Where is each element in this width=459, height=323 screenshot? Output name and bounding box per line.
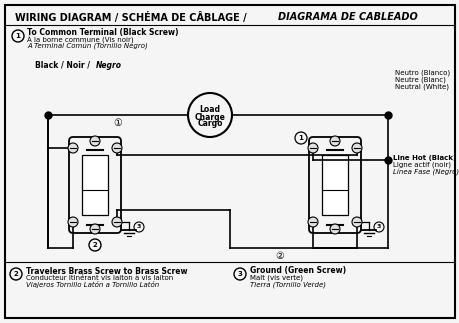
Text: 2: 2 [92,242,97,248]
FancyBboxPatch shape [321,155,347,215]
Text: 3: 3 [376,224,381,230]
Text: Neutro (Blanco): Neutro (Blanco) [394,70,449,76]
Circle shape [308,143,317,153]
Text: Black / Noir /: Black / Noir / [35,60,92,69]
Circle shape [112,143,122,153]
Circle shape [68,143,78,153]
Circle shape [351,143,361,153]
Text: To Common Terminal (Black Screw): To Common Terminal (Black Screw) [27,28,178,37]
Circle shape [68,217,78,227]
Text: WIRING DIAGRAM / SCHÉMA DE CÂBLAGE /: WIRING DIAGRAM / SCHÉMA DE CÂBLAGE / [15,12,249,23]
Text: ①: ① [113,118,122,128]
Text: Viajeros Tornillo Latón a Tornillo Latón: Viajeros Tornillo Latón a Tornillo Latón [26,282,159,288]
Circle shape [329,136,339,146]
FancyBboxPatch shape [69,137,121,233]
Circle shape [329,224,339,234]
Text: 1: 1 [298,135,303,141]
Text: Ground (Green Screw): Ground (Green Screw) [249,266,345,276]
Text: Travelers Brass Screw to Brass Screw: Travelers Brass Screw to Brass Screw [26,266,187,276]
Circle shape [308,217,317,227]
Text: Charge: Charge [194,112,225,121]
Circle shape [351,217,361,227]
FancyBboxPatch shape [308,137,360,233]
Text: Conducteur Itinérant vis laiton à vis laiton: Conducteur Itinérant vis laiton à vis la… [26,275,173,281]
FancyBboxPatch shape [5,5,454,318]
Text: Line Hot (Black): Line Hot (Black) [392,155,455,161]
Text: 3: 3 [136,224,141,230]
Text: Línea Fase (Negro): Línea Fase (Negro) [392,169,458,175]
Circle shape [90,224,100,234]
Text: Neutral (White): Neutral (White) [394,84,448,90]
Text: A Terminal Común (Tornillo Negro): A Terminal Común (Tornillo Negro) [27,44,147,50]
Text: Malt (vis verte): Malt (vis verte) [249,275,302,281]
Text: DIAGRAMA DE CABLEADO: DIAGRAMA DE CABLEADO [277,12,417,22]
Text: 3: 3 [237,271,242,277]
Text: 2: 2 [14,271,18,277]
Circle shape [112,217,122,227]
Text: Cargo: Cargo [197,120,222,129]
Text: Load: Load [199,106,220,114]
Text: Tierra (Tornillo Verde): Tierra (Tornillo Verde) [249,282,325,288]
Text: À la borne commune (Vis noir): À la borne commune (Vis noir) [27,36,133,44]
Text: Neutre (Blanc): Neutre (Blanc) [394,77,445,83]
FancyBboxPatch shape [82,155,108,215]
Text: Negro: Negro [96,60,122,69]
Circle shape [90,136,100,146]
Text: ②: ② [275,251,284,261]
Text: Ligne actif (noir): Ligne actif (noir) [392,162,450,168]
Text: 1: 1 [16,33,20,39]
